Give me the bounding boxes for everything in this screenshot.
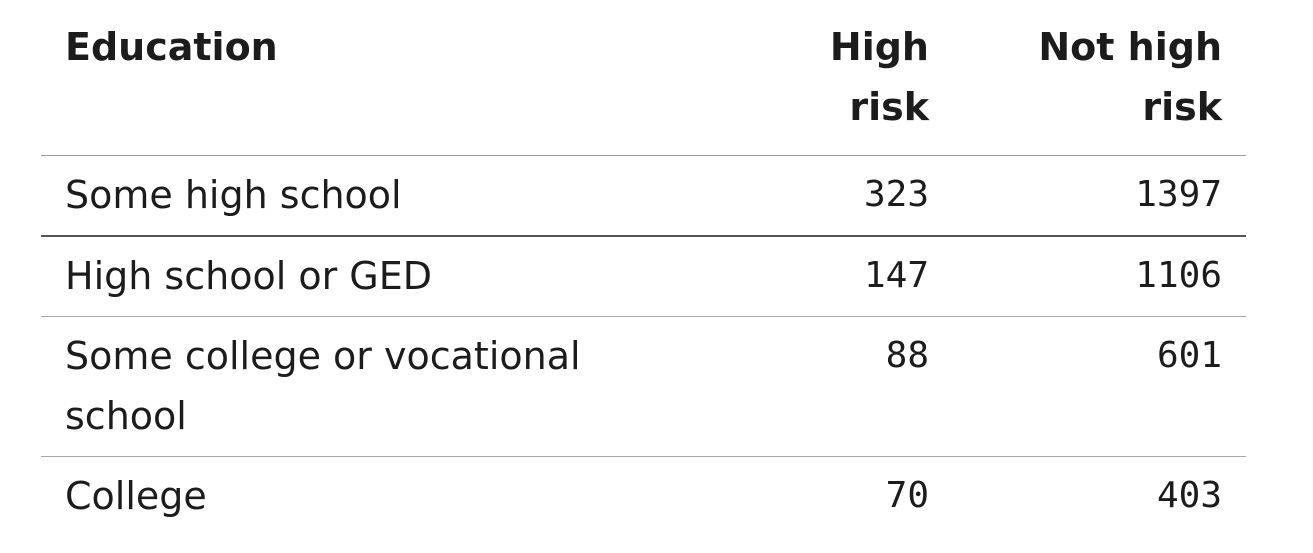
table-row: Some college or vocational school 88 601 — [41, 316, 1246, 457]
header-high-risk: High risk — [648, 0, 953, 156]
header-education-label: Education — [65, 25, 278, 69]
education-cell: Some college or vocational school — [41, 316, 648, 457]
header-not-high-risk-line-1: Not high — [1038, 25, 1222, 69]
header-not-high-risk-line-2: risk — [1142, 85, 1222, 129]
header-high-risk-line-2: risk — [849, 85, 929, 129]
education-cell: High school or GED — [41, 236, 648, 317]
table-header-row: Education High risk Not high risk — [41, 0, 1246, 156]
high-risk-cell: 147 — [648, 236, 953, 317]
high-risk-cell: 88 — [648, 316, 953, 457]
education-cell: Some high school — [41, 155, 648, 237]
table-row: High school or GED 147 1106 — [41, 236, 1246, 317]
high-risk-cell: 323 — [648, 155, 953, 237]
not-high-risk-cell: 601 — [953, 316, 1246, 457]
education-cell: College — [65, 474, 207, 518]
not-high-risk-cell: 1397 — [953, 155, 1246, 237]
education-risk-table: Education High risk Not high risk Some h… — [41, 0, 1246, 536]
header-not-high-risk: Not high risk — [953, 0, 1246, 156]
header-high-risk-line-1: High — [829, 25, 929, 69]
table-row: College 70 403 — [41, 457, 1246, 537]
not-high-risk-cell: 403 — [1156, 475, 1222, 516]
high-risk-cell: 70 — [885, 475, 929, 516]
not-high-risk-cell: 1106 — [953, 236, 1246, 317]
table-row: Some high school 323 1397 — [41, 155, 1246, 237]
education-risk-table-container: Education High risk Not high risk Some h… — [41, 0, 1246, 536]
header-education: Education — [41, 0, 648, 156]
